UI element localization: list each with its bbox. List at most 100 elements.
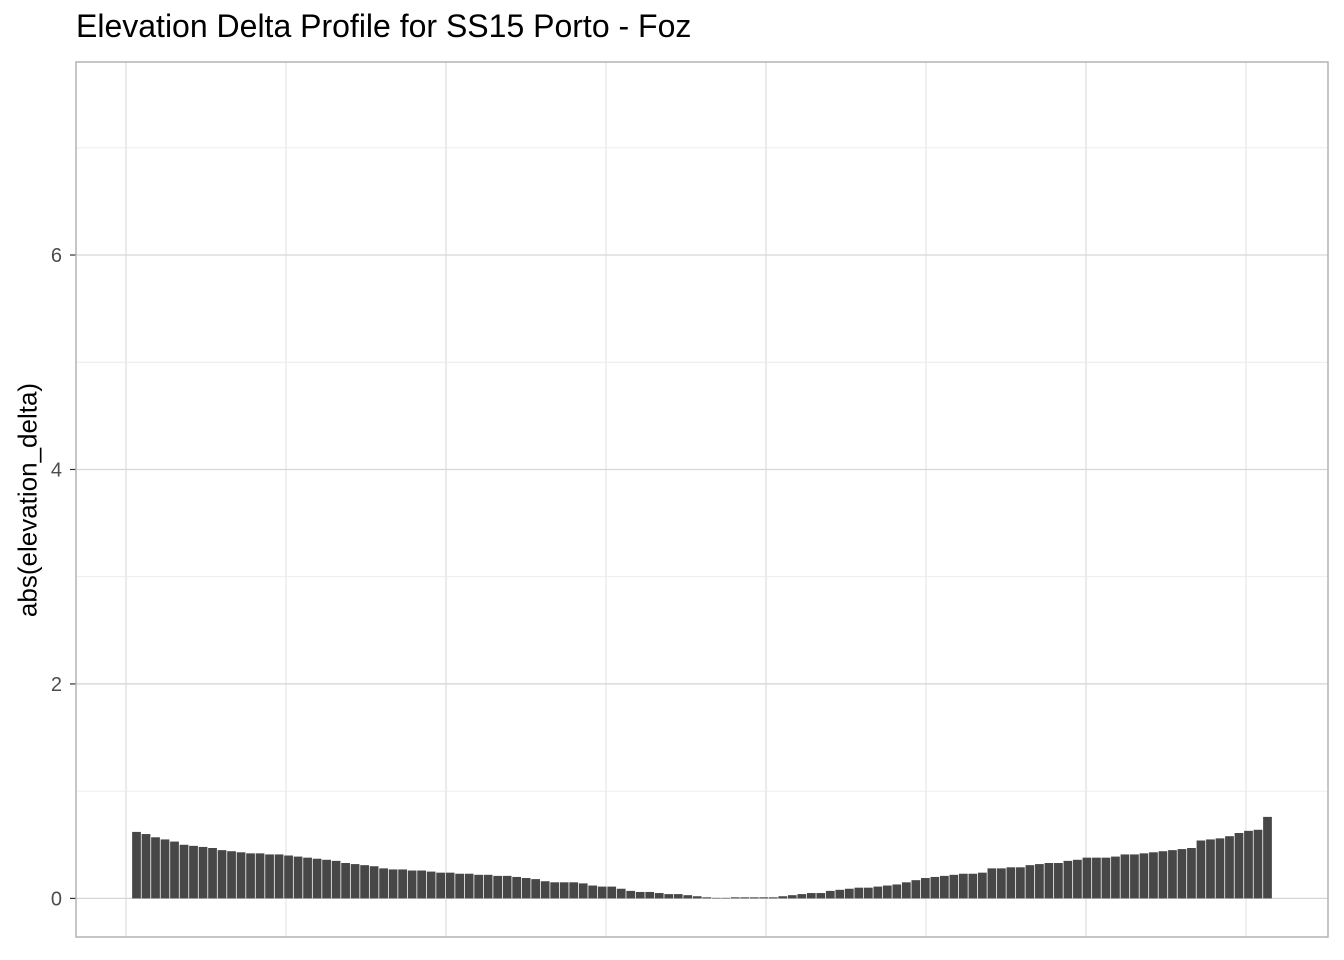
bar (341, 863, 350, 899)
bar (1035, 864, 1044, 899)
bar (1111, 856, 1120, 899)
bar (768, 897, 778, 899)
bar (1016, 867, 1025, 899)
bar (217, 850, 227, 899)
bar (160, 839, 170, 899)
bar (1168, 850, 1177, 899)
bar (968, 873, 978, 899)
bar (284, 855, 293, 899)
bar (379, 868, 388, 899)
bar (1063, 860, 1073, 899)
bar (255, 853, 265, 899)
bar (930, 876, 940, 899)
bar (806, 893, 816, 899)
bar (1263, 816, 1272, 899)
bar (1177, 849, 1187, 899)
bar (493, 875, 503, 899)
bar (483, 874, 493, 899)
bar (265, 854, 274, 899)
bar (550, 882, 560, 899)
bar (407, 870, 417, 899)
bar (141, 834, 151, 899)
y-tick-label: 4 (51, 459, 62, 481)
bar (901, 882, 911, 899)
bar (997, 868, 1006, 899)
bar (559, 882, 569, 899)
bar (1253, 829, 1263, 899)
bar (854, 887, 864, 899)
bar (664, 894, 674, 899)
bar (1196, 840, 1206, 899)
bar (246, 853, 255, 899)
bar (759, 897, 769, 899)
bar (303, 857, 312, 899)
bar (645, 891, 655, 899)
bar (1006, 867, 1016, 899)
bar (512, 876, 522, 899)
bar (1054, 863, 1063, 899)
bar (398, 869, 407, 899)
bar (635, 891, 645, 899)
bar (882, 885, 892, 899)
bar (1073, 859, 1082, 899)
bar (331, 860, 341, 899)
bar (198, 846, 208, 899)
bar (474, 874, 484, 899)
bar (797, 894, 807, 899)
bar (426, 871, 436, 899)
bar (312, 858, 322, 899)
bar (1187, 848, 1196, 899)
bar (436, 872, 445, 899)
bar (1225, 836, 1234, 899)
bar (293, 856, 303, 899)
y-tick-label: 6 (51, 245, 62, 267)
bar (607, 886, 617, 899)
bar (844, 888, 854, 899)
bar (1215, 838, 1225, 899)
bar (578, 883, 588, 899)
bar (616, 888, 626, 899)
bar (683, 895, 693, 899)
bar (1206, 839, 1215, 899)
bar (531, 879, 541, 899)
bar (778, 896, 788, 899)
bar (1082, 857, 1092, 899)
bar (863, 887, 873, 899)
bar (227, 851, 236, 899)
bar (189, 845, 198, 899)
bar (322, 859, 331, 899)
bar (1025, 865, 1035, 899)
bar (445, 872, 455, 899)
bar (740, 897, 750, 899)
panel-border (75, 61, 1329, 938)
bar (540, 881, 550, 899)
bar (1234, 832, 1244, 899)
chart-title: Elevation Delta Profile for SS15 Porto -… (76, 8, 692, 44)
bar (502, 875, 512, 899)
bar (1139, 853, 1149, 899)
bar (208, 848, 217, 899)
bar (274, 854, 284, 899)
bar (1120, 854, 1130, 899)
bar (958, 873, 968, 899)
bar (749, 897, 759, 899)
bar (350, 864, 360, 899)
bar (835, 889, 845, 899)
y-tick-label: 2 (51, 674, 62, 696)
bar (132, 831, 141, 899)
bar (369, 866, 379, 899)
bar (388, 869, 398, 899)
bar (692, 896, 702, 899)
bar (1149, 852, 1158, 899)
bar (588, 885, 598, 899)
bar (464, 873, 474, 899)
bar (787, 895, 797, 899)
bar (654, 893, 664, 899)
bar (1130, 854, 1139, 899)
bar (825, 890, 835, 899)
bar (1244, 830, 1253, 899)
bar (873, 886, 883, 899)
bar (170, 841, 179, 899)
